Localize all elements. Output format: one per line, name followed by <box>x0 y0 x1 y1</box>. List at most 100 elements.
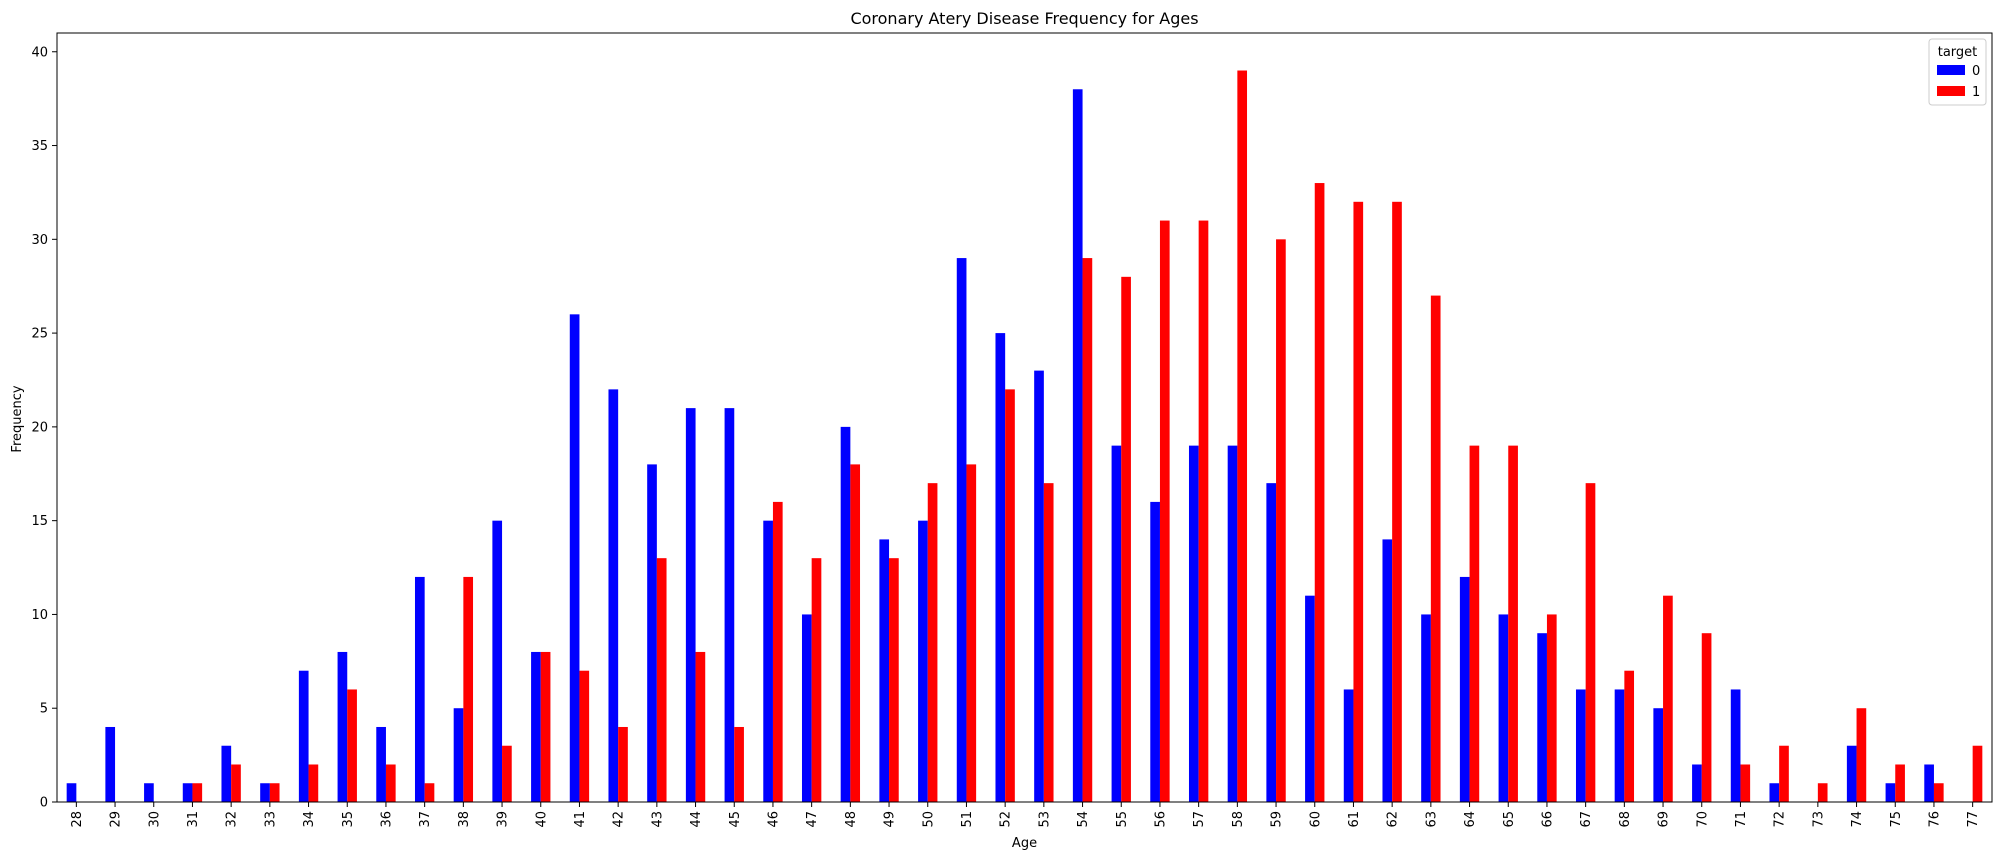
x-tick-label: 28 <box>70 811 85 828</box>
legend-label-0: 0 <box>1972 64 1980 79</box>
bar-target-1-age-52 <box>1005 389 1015 802</box>
bar-target-1-age-34 <box>308 764 319 802</box>
legend-title: target <box>1938 45 1978 60</box>
x-tick-label: 42 <box>612 811 627 828</box>
x-tick-label: 67 <box>1579 811 1594 828</box>
bar-target-0-age-76 <box>1924 764 1934 802</box>
x-tick-label: 59 <box>1270 811 1285 828</box>
bar-target-0-age-48 <box>840 426 851 802</box>
x-tick-label: 62 <box>1386 811 1401 828</box>
y-tick-label: 25 <box>31 327 48 342</box>
bar-target-0-age-38 <box>453 708 464 802</box>
bar-target-0-age-63 <box>1421 614 1431 802</box>
bar-target-0-age-53 <box>1034 370 1044 802</box>
x-tick-label: 58 <box>1231 811 1246 828</box>
x-tick-label: 36 <box>379 811 394 828</box>
bar-target-1-age-40 <box>540 651 551 802</box>
y-tick-label: 15 <box>31 514 48 529</box>
plot-frame <box>56 32 1993 803</box>
x-tick-label: 75 <box>1889 811 1904 828</box>
legend-swatch-1 <box>1937 86 1965 96</box>
bar-target-1-age-65 <box>1508 445 1518 802</box>
x-tick-label: 57 <box>1192 811 1207 828</box>
bar-target-0-age-35 <box>337 651 348 802</box>
bar-target-1-age-32 <box>231 764 241 802</box>
x-tick-label: 65 <box>1502 811 1517 828</box>
bar-target-1-age-55 <box>1121 276 1131 803</box>
x-tick-label: 43 <box>650 811 665 828</box>
bar-target-1-age-37 <box>424 783 435 802</box>
bar-target-0-age-31 <box>182 783 193 802</box>
bar-target-0-age-50 <box>918 520 928 802</box>
bar-target-0-age-61 <box>1343 689 1354 802</box>
bar-target-0-age-71 <box>1730 689 1741 802</box>
x-tick-label: 68 <box>1618 811 1633 828</box>
bar-target-1-age-57 <box>1198 220 1209 802</box>
bar-target-0-age-68 <box>1614 689 1625 802</box>
bar-target-0-age-69 <box>1653 708 1664 802</box>
bars-layer <box>66 70 1983 803</box>
bar-target-1-age-39 <box>502 745 512 802</box>
bar-target-0-age-32 <box>221 745 232 802</box>
bar-target-1-age-76 <box>1933 783 1944 802</box>
bar-target-0-age-65 <box>1498 614 1509 802</box>
x-tick-label: 40 <box>534 811 549 828</box>
x-tick-label: 63 <box>1424 811 1439 828</box>
x-tick-label: 45 <box>728 811 743 828</box>
bar-target-0-age-59 <box>1266 483 1277 802</box>
bar-target-1-age-54 <box>1082 258 1093 802</box>
x-tick-label: 70 <box>1695 811 1710 828</box>
bar-target-1-age-73 <box>1817 783 1828 802</box>
bar-target-0-age-72 <box>1769 783 1780 802</box>
bar-target-1-age-68 <box>1624 670 1635 802</box>
bar-target-0-age-67 <box>1575 689 1586 802</box>
bar-target-1-age-45 <box>734 726 744 802</box>
x-tick-label: 52 <box>999 811 1014 828</box>
bar-target-1-age-72 <box>1779 745 1789 802</box>
bar-target-1-age-42 <box>618 726 628 802</box>
bar-target-0-age-49 <box>879 539 890 802</box>
x-tick-label: 30 <box>147 811 162 828</box>
y-tick-label: 10 <box>31 608 48 623</box>
bar-target-1-age-53 <box>1043 483 1054 802</box>
y-tick-label: 20 <box>31 420 48 435</box>
bar-target-0-age-30 <box>144 783 154 802</box>
x-tick-label: 53 <box>1037 811 1052 828</box>
bar-target-1-age-31 <box>192 783 203 802</box>
legend: target 0 1 <box>1928 38 1987 106</box>
bar-target-1-age-75 <box>1895 764 1905 802</box>
x-tick-label: 73 <box>1811 811 1826 828</box>
x-axis-title: Age <box>1012 836 1037 851</box>
legend-label-1: 1 <box>1972 85 1980 100</box>
chart-title: Coronary Atery Disease Frequency for Age… <box>850 9 1198 28</box>
x-tick-label: 32 <box>225 811 240 828</box>
bar-target-0-age-33 <box>260 783 270 802</box>
bar-target-1-age-44 <box>695 651 706 802</box>
x-tick-label: 74 <box>1850 811 1865 828</box>
bar-target-0-age-66 <box>1537 633 1547 802</box>
y-tick-label: 35 <box>31 139 48 154</box>
x-tick-label: 50 <box>921 811 936 828</box>
bar-target-1-age-59 <box>1276 239 1286 802</box>
y-tick-label: 0 <box>40 796 48 811</box>
bar-target-0-age-46 <box>763 520 773 802</box>
bar-target-1-age-50 <box>927 483 938 802</box>
bar-target-1-age-64 <box>1469 445 1480 802</box>
bar-target-1-age-66 <box>1546 614 1557 802</box>
bar-target-0-age-28 <box>66 783 77 802</box>
bar-target-1-age-70 <box>1701 633 1712 802</box>
bar-target-0-age-36 <box>376 726 386 802</box>
bar-target-1-age-56 <box>1159 220 1170 802</box>
x-tick-label: 29 <box>109 811 124 828</box>
x-tick-label: 64 <box>1463 811 1478 828</box>
legend-swatch-0 <box>1937 65 1965 75</box>
x-tick-label: 61 <box>1347 811 1362 828</box>
x-tick-label: 41 <box>573 811 588 828</box>
x-tick-label: 51 <box>960 811 975 828</box>
x-tick-label: 72 <box>1773 811 1788 828</box>
bar-target-0-age-64 <box>1459 576 1470 802</box>
x-tick-label: 31 <box>186 811 201 828</box>
bar-target-0-age-54 <box>1072 89 1083 802</box>
bar-target-1-age-41 <box>579 670 590 802</box>
